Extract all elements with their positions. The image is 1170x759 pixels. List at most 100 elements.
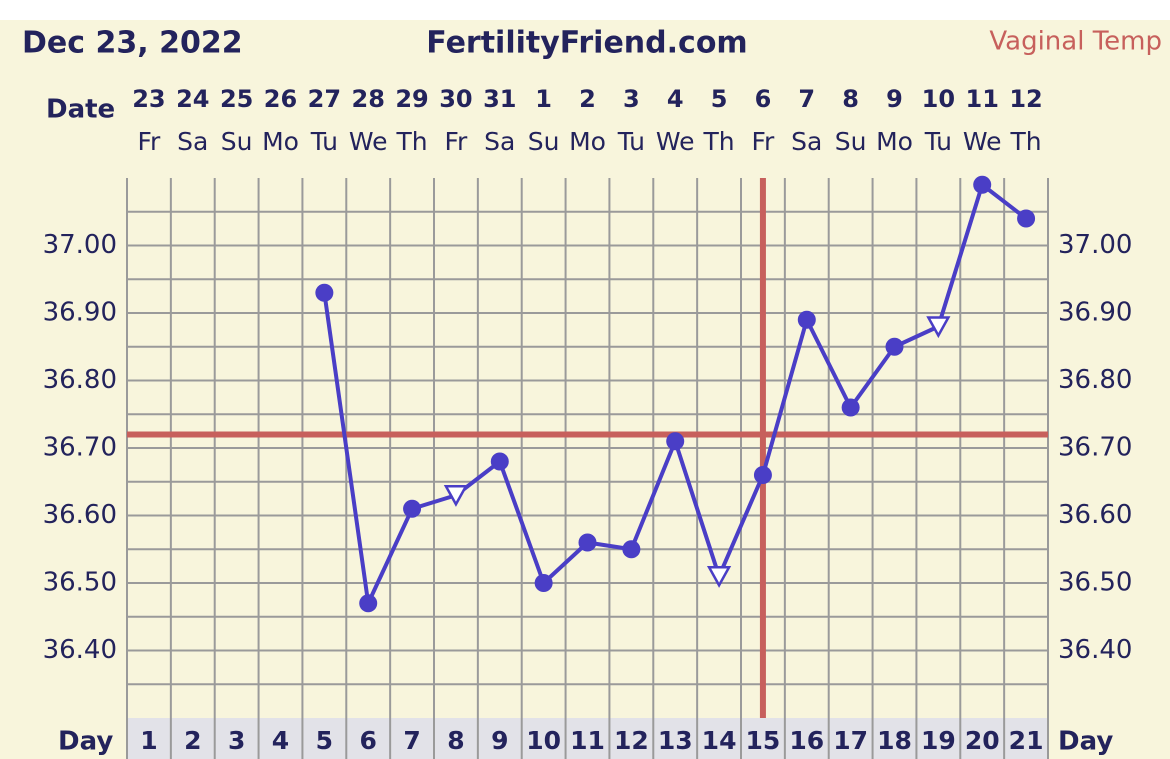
day-label: 9 — [491, 726, 508, 755]
date-label: 23 — [132, 85, 165, 113]
date-label: 8 — [842, 85, 859, 113]
weekday-label: Tu — [924, 127, 952, 156]
y-tick-label: 36.60 — [43, 500, 117, 530]
date-label: 29 — [395, 85, 428, 113]
weekday-label: Mo — [569, 127, 606, 156]
weekday-label: Sa — [791, 127, 822, 156]
temp-method: Vaginal Temp — [989, 27, 1162, 57]
date-row-label: Date — [46, 95, 115, 125]
y2-tick-label: 37.00 — [1058, 230, 1132, 260]
day-row-background — [127, 718, 1048, 759]
date-label: 7 — [798, 85, 815, 113]
day-label: 21 — [1009, 726, 1044, 755]
y-tick-label: 36.70 — [43, 433, 117, 463]
temp-point — [534, 574, 553, 592]
date-label: 6 — [755, 85, 772, 113]
temp-point — [622, 540, 641, 559]
y2-tick-label: 36.80 — [1058, 365, 1132, 395]
y2-tick-label: 36.40 — [1058, 635, 1132, 665]
weekday-label: Sa — [177, 127, 208, 156]
temp-point-open — [443, 485, 469, 507]
date-label: 1 — [535, 85, 552, 113]
day-label: 11 — [570, 726, 605, 755]
weekday-label: Mo — [262, 127, 299, 156]
day-label: 1 — [140, 726, 157, 755]
temp-point — [753, 466, 772, 484]
temp-point — [885, 337, 904, 356]
weekday-label: Mo — [876, 127, 913, 156]
weekday-label: Su — [835, 127, 867, 156]
day-label: 8 — [447, 726, 464, 755]
date-label: 5 — [711, 85, 728, 113]
weekday-label: Fr — [445, 127, 469, 156]
day-label: 5 — [316, 726, 333, 755]
y2-tick-label: 36.70 — [1058, 433, 1132, 463]
temp-point — [666, 432, 685, 451]
date-label: 11 — [966, 85, 999, 113]
day-label: 12 — [614, 726, 649, 755]
y2-tick-label: 36.60 — [1058, 500, 1132, 530]
y-tick-label: 37.00 — [43, 230, 117, 260]
date-label: 25 — [220, 85, 253, 113]
weekday-label: We — [656, 127, 695, 156]
y-tick-label: 36.80 — [43, 365, 117, 395]
date-label: 24 — [176, 85, 209, 113]
temp-point — [490, 452, 509, 471]
temp-point — [315, 283, 334, 302]
temp-point — [1017, 209, 1036, 228]
date-label: 28 — [352, 85, 385, 113]
temp-point — [973, 175, 992, 194]
day-label: 10 — [526, 726, 561, 755]
temp-point — [797, 310, 816, 329]
chart-background — [0, 20, 1170, 759]
weekday-label: Tu — [617, 127, 645, 156]
temp-point — [578, 533, 597, 552]
weekday-label: We — [963, 127, 1002, 156]
temp-point — [841, 398, 860, 417]
date-label: 30 — [439, 85, 472, 113]
temp-point — [359, 594, 378, 613]
day-label: 2 — [184, 726, 201, 755]
day-label: 17 — [833, 726, 868, 755]
y2-tick-label: 36.90 — [1058, 298, 1132, 328]
day-label: 13 — [658, 726, 693, 755]
weekday-label: Su — [221, 127, 253, 156]
temp-point — [403, 499, 422, 518]
weekday-label: Fr — [138, 127, 162, 156]
weekday-label: We — [349, 127, 388, 156]
date-label: 27 — [308, 85, 341, 113]
day-label: 3 — [228, 726, 245, 755]
y2-tick-label: 36.50 — [1058, 568, 1132, 598]
date-label: 10 — [922, 85, 955, 113]
weekday-label: Fr — [752, 127, 776, 156]
day-label: 4 — [272, 726, 289, 755]
day-row-label: Day — [58, 727, 113, 757]
day-label: 16 — [789, 726, 824, 755]
date-label: 31 — [483, 85, 516, 113]
day-row-label: Day — [1058, 727, 1113, 757]
day-label: 15 — [746, 726, 781, 755]
date-label: 26 — [264, 85, 297, 113]
weekday-label: Th — [1010, 127, 1042, 156]
day-label: 14 — [702, 726, 737, 755]
y-tick-label: 36.40 — [43, 635, 117, 665]
day-label: 20 — [965, 726, 1000, 755]
weekday-label: Sa — [484, 127, 515, 156]
weekday-label: Su — [528, 127, 560, 156]
date-label: 12 — [1009, 85, 1042, 113]
y-tick-label: 36.90 — [43, 298, 117, 328]
y-tick-label: 36.50 — [43, 568, 117, 598]
chart-date: Dec 23, 2022 — [22, 26, 243, 61]
temp-point-open — [926, 316, 951, 339]
day-label: 6 — [360, 726, 377, 755]
site-name: FertilityFriend.com — [426, 26, 747, 61]
day-label: 18 — [877, 726, 912, 755]
weekday-label: Tu — [310, 127, 338, 156]
date-label: 4 — [667, 85, 684, 113]
date-label: 3 — [623, 85, 640, 113]
weekday-label: Th — [703, 127, 735, 156]
day-label: 19 — [921, 726, 956, 755]
temp-point-open — [706, 566, 732, 588]
